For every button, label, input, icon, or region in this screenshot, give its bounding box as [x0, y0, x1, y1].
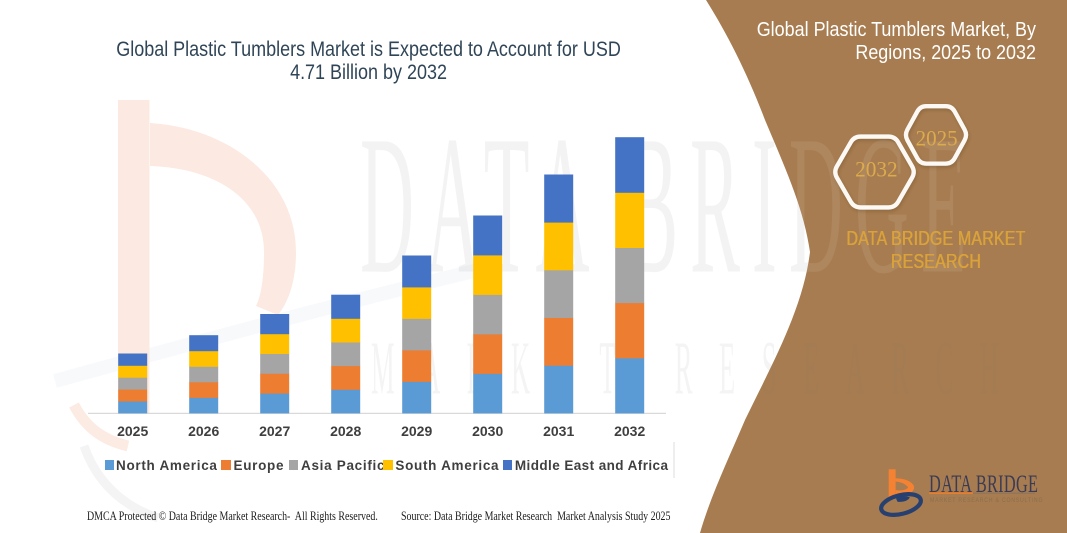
- svg-text:2025: 2025: [916, 126, 958, 151]
- svg-text:2032: 2032: [855, 157, 898, 182]
